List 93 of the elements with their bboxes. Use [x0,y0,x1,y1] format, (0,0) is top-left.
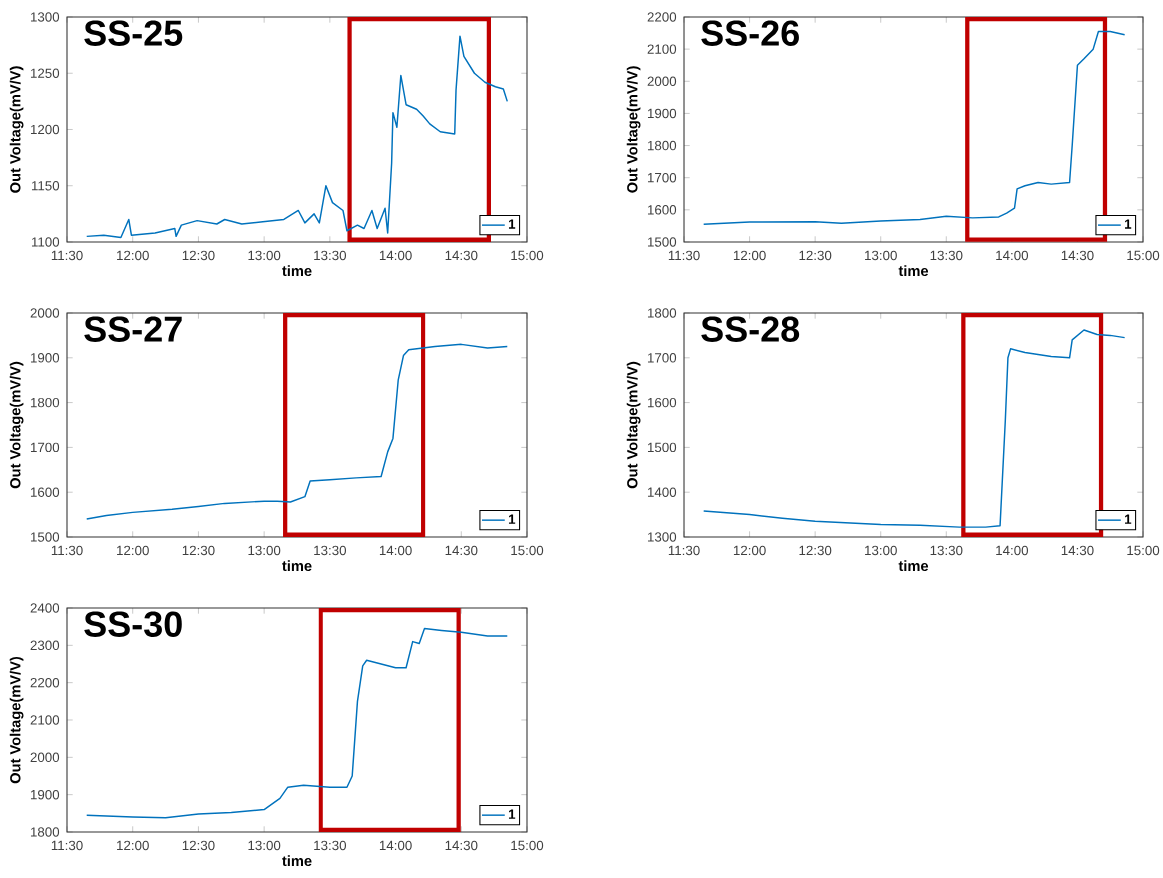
chart-title: SS-30 [84,611,182,637]
y-tick-label: 1100 [31,237,60,247]
y-tick-label: 1800 [30,827,60,837]
y-tick-label: 1900 [30,353,60,363]
y-axis-title: Out Voltage(mV/V) [626,66,641,193]
legend-label: 1 [508,809,516,819]
chart-title: SS-25 [84,20,183,46]
x-axis-title: time [282,265,312,277]
y-tick-label: 1250 [30,68,60,78]
y-tick-label: 2200 [647,12,677,22]
y-tick-label: 1600 [30,487,60,497]
x-tick-label: 15:00 [511,840,544,851]
x-tick-label: 14:00 [379,545,412,556]
y-tick-label: 2000 [30,308,60,318]
x-tick-label: 12:30 [182,545,215,556]
y-tick-label: 1300 [647,532,677,542]
y-tick-label: 1900 [647,108,677,119]
x-axis-title: time [898,560,929,572]
x-tick-label: 15:00 [1127,250,1160,261]
y-tick-label: 1500 [647,237,677,247]
x-tick-label: 14:00 [996,545,1029,556]
x-tick-label: 11:30 [668,250,700,261]
y-tick-label: 1700 [647,353,677,363]
x-tick-label: 12:00 [117,545,149,556]
line-series [85,343,509,520]
x-tick-label: 13:30 [930,545,963,556]
y-tick-label: 1150 [31,181,60,191]
y-axis-title: Out Voltage(mV/V) [626,361,641,489]
x-tick-label: 14:00 [379,250,412,261]
x-tick-label: 14:30 [445,545,478,556]
y-tick-label: 1800 [647,308,677,318]
y-tick-label: 1800 [647,140,677,151]
x-tick-label: 12:30 [799,250,832,261]
y-axis-title: Out Voltage(mV/V) [9,656,24,784]
legend-label: 1 [508,219,516,229]
legend-label: 1 [508,514,516,524]
x-tick-label: 13:00 [248,545,281,556]
y-tick-label: 2200 [30,677,60,688]
y-tick-label: 1600 [647,397,677,408]
x-tick-label: 13:30 [314,545,347,556]
y-tick-label: 1800 [30,397,60,408]
x-tick-label: 13:00 [248,250,281,261]
x-tick-label: 15:00 [1127,545,1160,556]
x-tick-label: 15:00 [511,250,544,261]
legend-label: 1 [1125,219,1132,229]
x-axis-title: time [898,265,929,277]
y-tick-label: 2400 [30,603,60,613]
x-tick-label: 14:00 [996,250,1029,261]
x-tick-label: 12:00 [733,250,766,261]
x-tick-label: 13:30 [930,250,963,261]
y-tick-label: 2000 [30,752,60,763]
x-tick-label: 11:30 [668,545,700,556]
x-tick-label: 12:00 [117,840,149,851]
x-axis-title: time [282,560,312,572]
x-tick-label: 13:00 [865,545,897,556]
x-tick-label: 13:30 [314,250,347,261]
x-tick-label: 14:30 [445,840,478,851]
x-tick-label: 12:00 [117,250,149,261]
x-tick-label: 13:00 [248,840,281,851]
x-tick-label: 14:00 [379,840,412,851]
y-axis-title: Out Voltage(mV/V) [9,361,24,489]
x-tick-label: 12:00 [733,545,766,556]
x-tick-label: 14:30 [1061,545,1094,556]
x-tick-label: 13:30 [314,840,347,851]
x-tick-label: 14:30 [1061,250,1094,261]
y-tick-label: 1500 [647,442,677,453]
x-tick-label: 12:30 [799,545,832,556]
y-tick-label: 1200 [30,124,60,135]
y-tick-label: 2300 [30,640,60,651]
x-tick-label: 11:30 [51,545,83,556]
y-tick-label: 1900 [30,789,60,800]
chart-title: SS-27 [84,316,182,342]
x-tick-label: 12:30 [182,840,215,851]
x-tick-label: 15:00 [511,545,544,556]
x-axis-title: time [282,855,312,867]
y-tick-label: 2100 [30,715,60,725]
x-tick-label: 11:30 [51,840,83,851]
chart-title: SS-26 [701,20,799,46]
y-tick-label: 2000 [647,76,677,86]
legend-label: 1 [1125,514,1132,524]
y-tick-label: 2100 [647,44,677,54]
y-tick-label: 1600 [647,205,677,215]
chart-title: SS-28 [701,316,800,342]
y-tick-label: 1400 [647,487,677,497]
x-tick-label: 13:00 [865,250,897,261]
x-tick-label: 12:30 [182,250,215,261]
y-tick-label: 1500 [30,532,60,542]
y-tick-label: 1700 [647,172,677,183]
y-tick-label: 1300 [30,12,60,22]
y-tick-label: 1700 [30,442,60,453]
x-tick-label: 11:30 [51,250,83,261]
y-axis-title: Out Voltage(mV/V) [9,66,24,193]
x-tick-label: 14:30 [445,250,478,261]
